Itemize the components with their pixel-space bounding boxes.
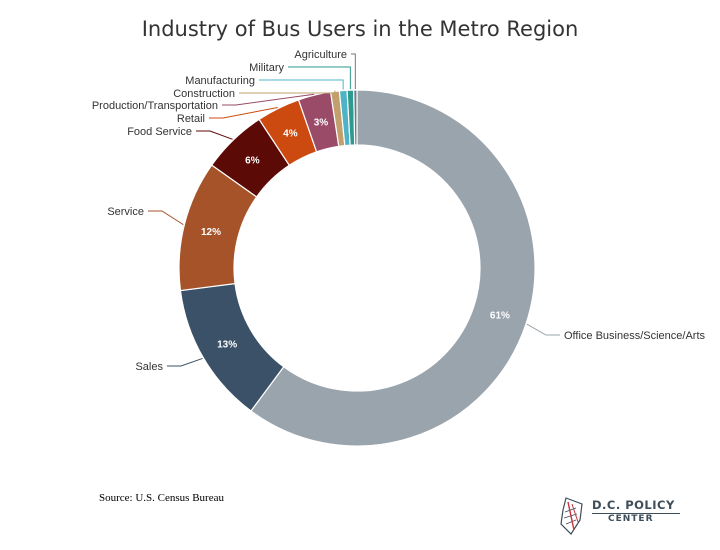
data-label-production-transportation: 3%: [314, 117, 329, 128]
data-label-retail: 4%: [283, 129, 298, 140]
callout-line-sales: [167, 357, 203, 367]
brand-name: D.C. POLICY: [592, 498, 675, 512]
callout-label-retail: Retail: [177, 113, 205, 125]
data-label-food-service: 6%: [245, 155, 260, 166]
callout-line-office-business-science-arts: [526, 323, 560, 336]
data-label-sales: 13%: [217, 340, 237, 351]
chart-title: Industry of Bus Users in the Metro Regio…: [142, 17, 579, 41]
slice-callouts: Office Business/Science/Arts Sales Service…: [92, 49, 706, 373]
callout-line-production-transportation: [222, 93, 315, 106]
callout-line-food-service: [196, 130, 233, 140]
callout-label-service: Service: [107, 206, 144, 218]
callout-line-manufacturing: [259, 79, 344, 90]
callout-line-military: [288, 66, 351, 90]
slice-agriculture: [353, 89, 358, 146]
callout-line-service: [148, 210, 184, 226]
data-label-service: 12%: [201, 227, 221, 238]
callout-label-military: Military: [249, 62, 284, 74]
callout-label-sales: Sales: [135, 361, 163, 373]
brand-logo: D.C. POLICY CENTER: [556, 494, 696, 540]
callout-label-food-service: Food Service: [127, 126, 192, 138]
source-note: Source: U.S. Census Bureau: [99, 492, 224, 504]
brand-subname: CENTER: [608, 514, 654, 524]
slice-data-labels: 61% 13% 12% 6% 4% 3%: [201, 117, 510, 350]
slice-office-business-science-arts: [250, 89, 536, 447]
callout-label-production-transportation: Production/Transportation: [92, 100, 218, 112]
callout-label-manufacturing: Manufacturing: [185, 75, 255, 87]
dc-map-icon: [560, 497, 583, 535]
callout-line-retail: [209, 106, 278, 119]
data-label-office-business-science-arts: 61%: [490, 311, 510, 322]
brand-divider: [592, 513, 680, 514]
callout-line-agriculture: [351, 53, 356, 90]
callout-label-construction: Construction: [173, 88, 235, 100]
callout-label-agriculture: Agriculture: [294, 49, 347, 61]
callout-line-construction: [239, 90, 336, 94]
callout-label-office-business-science-arts: Office Business/Science/Arts: [564, 330, 706, 342]
donut-slices: [178, 89, 536, 447]
